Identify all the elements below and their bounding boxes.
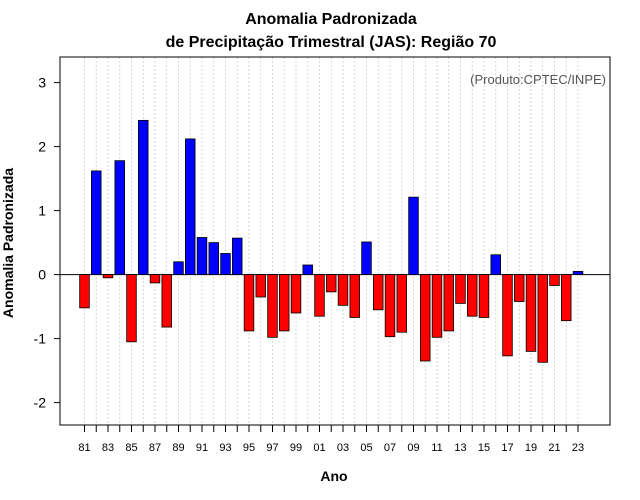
bar-2011 — [431, 274, 443, 338]
bar-2015 — [478, 274, 490, 318]
bar-1988 — [161, 274, 172, 328]
bar-1995 — [243, 274, 255, 332]
y-tick-label: 1 — [38, 203, 46, 219]
bar-1984 — [114, 160, 125, 275]
bar-1993 — [220, 253, 231, 275]
x-tick-label: 11 — [431, 442, 442, 454]
bar-2016 — [490, 254, 501, 275]
bar-1992 — [208, 242, 219, 276]
bar-2010 — [420, 274, 431, 362]
x-tick-label: 81 — [78, 442, 90, 454]
bar-2022 — [561, 274, 572, 322]
x-tick-label: 03 — [337, 442, 349, 454]
bar-2020 — [537, 274, 548, 363]
bar-2001 — [314, 274, 325, 317]
chart-subtitle: de Precipitação Trimestral (JAS): Região… — [166, 34, 497, 51]
bar-2002 — [326, 274, 337, 293]
chart-title: Anomalia Padronizada — [245, 11, 417, 28]
bar-2014 — [467, 274, 478, 317]
bar-2007 — [384, 274, 396, 338]
bars — [79, 119, 584, 363]
bar-2012 — [443, 274, 454, 332]
x-tick-label: 99 — [290, 442, 302, 454]
x-tick-label: 01 — [313, 442, 325, 454]
bar-1982 — [91, 170, 102, 275]
y-axis: -2 -1 0 1 2 3 — [34, 75, 60, 411]
x-tick-label: 85 — [125, 442, 137, 454]
x-tick-label: 83 — [102, 442, 114, 454]
bar-2006 — [373, 274, 384, 311]
grid — [84, 57, 579, 425]
x-axis: 81 83 85 87 89 91 93 95 97 99 01 03 05 07 09 11 13 15 17 19… — [78, 425, 584, 454]
x-tick-label: 19 — [525, 442, 537, 454]
bar-2013 — [455, 274, 466, 304]
x-tick-label: 05 — [360, 442, 372, 454]
bar-1990 — [185, 138, 196, 275]
y-tick-label: -1 — [34, 331, 47, 347]
bar-2018 — [514, 274, 525, 302]
x-tick-label: 13 — [454, 442, 466, 454]
y-axis-title: Anomalia Padronizada — [0, 168, 16, 318]
bar-2009 — [408, 196, 419, 276]
x-tick-label: 17 — [501, 442, 513, 454]
bar-2003 — [337, 274, 349, 306]
x-axis-title: Ano — [320, 468, 347, 484]
x-tick-label: 23 — [572, 442, 584, 454]
bar-1999 — [290, 274, 302, 314]
x-tick-label: 89 — [172, 442, 184, 454]
bar-1996 — [255, 274, 266, 298]
y-tick-label: 3 — [38, 75, 46, 91]
bar-1983 — [102, 274, 114, 279]
bar-1994 — [232, 237, 243, 275]
plot-frame — [59, 56, 611, 426]
bar-1985 — [126, 274, 137, 343]
x-tick-label: 07 — [384, 442, 396, 454]
bar-2023 — [572, 270, 584, 275]
bar-1981 — [79, 274, 90, 309]
y-tick-label: 0 — [38, 267, 46, 283]
bar-2017 — [502, 274, 513, 357]
x-tick-label: 09 — [407, 442, 419, 454]
y-tick-label: 2 — [38, 139, 46, 155]
bar-2019 — [525, 274, 537, 352]
credit-label: (Produto:CPTEC/INPE) — [470, 72, 606, 87]
x-tick-label: 93 — [219, 442, 231, 454]
x-tick-label: 95 — [243, 442, 255, 454]
bar-1998 — [279, 274, 290, 332]
x-tick-label: 15 — [478, 442, 490, 454]
bar-2004 — [349, 274, 360, 318]
y-tick-label: -2 — [34, 395, 47, 411]
bar-2000 — [302, 264, 313, 276]
x-tick-label: 97 — [266, 442, 278, 454]
bar-1987 — [149, 274, 161, 284]
bar-2005 — [361, 241, 372, 276]
bar-2008 — [396, 274, 407, 333]
bar-1997 — [267, 274, 278, 338]
x-tick-label: 87 — [149, 442, 161, 454]
x-tick-label: 21 — [548, 442, 560, 454]
bar-1989 — [173, 261, 184, 275]
bar-2021 — [549, 274, 560, 286]
x-tick-label: 91 — [196, 442, 208, 454]
bar-1986 — [138, 119, 149, 276]
bar-1991 — [196, 237, 208, 275]
